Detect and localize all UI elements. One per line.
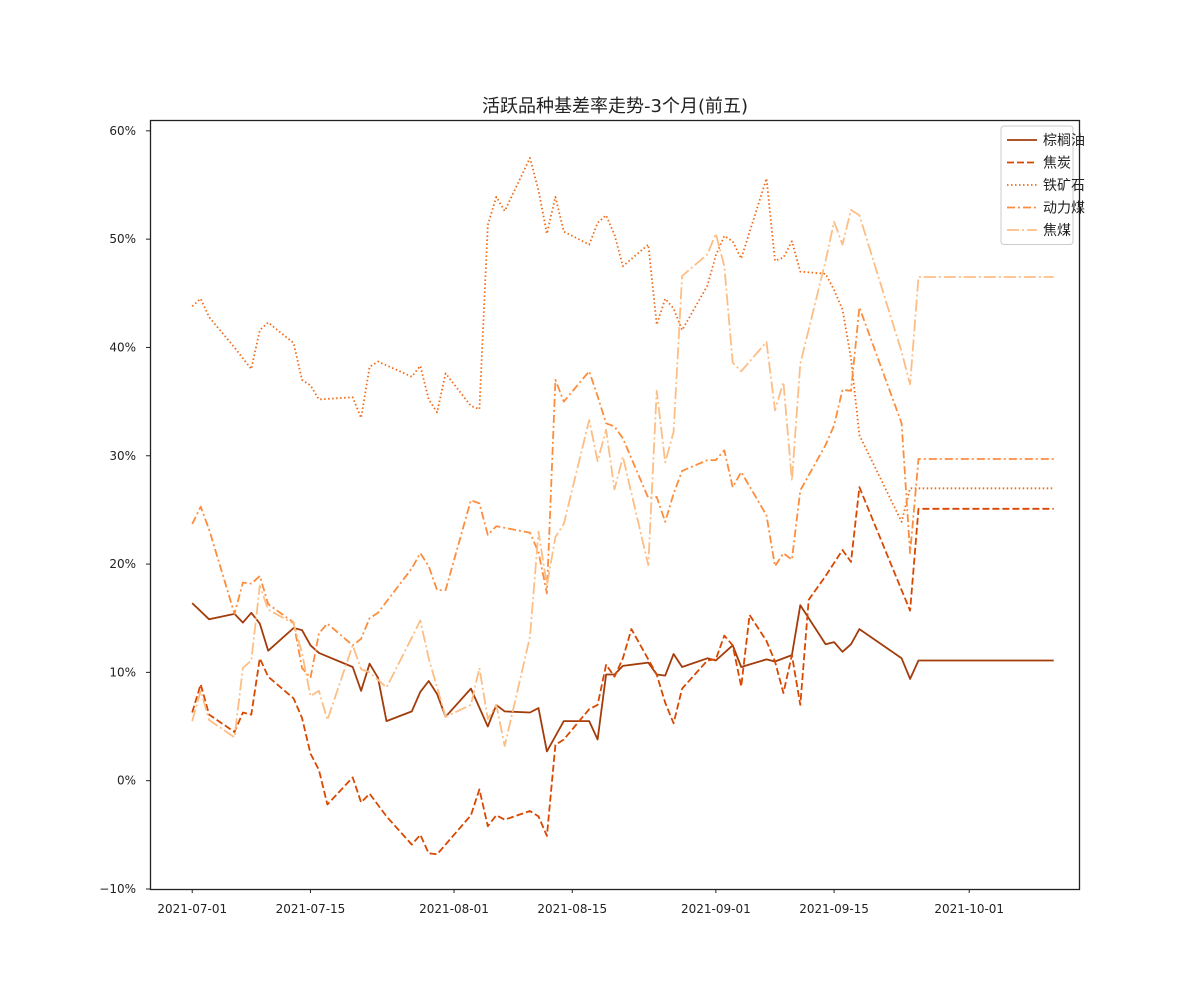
y-axis: −10% 0% 10% 20% 30% 40% 50% 60% (99, 124, 150, 896)
x-tick-label: 2021-08-15 (537, 902, 607, 916)
series-line-4 (191, 306, 1054, 679)
legend-label: 棕榈油 (1043, 133, 1085, 149)
x-tick-label: 2021-08-01 (419, 902, 489, 916)
series-line-5 (191, 209, 1054, 747)
y-tick-label: 20% (109, 557, 136, 571)
y-tick-label: 60% (109, 124, 136, 138)
y-tick-label: 30% (109, 449, 136, 463)
y-tick-label: 40% (109, 340, 136, 354)
series-line-2 (191, 486, 1054, 856)
legend-box (1000, 125, 1074, 245)
series-line-1 (191, 602, 1054, 753)
x-tick-label: 2021-07-01 (157, 902, 227, 916)
chart-title: 活跃品种基差率走势-3个月(前五) (482, 96, 748, 117)
x-axis: 2021-07-01 2021-07-15 2021-08-01 2021-08-15… (157, 889, 1004, 916)
y-tick-label: 0% (117, 774, 136, 788)
legend-label: 焦炭 (1043, 156, 1071, 172)
legend-label: 铁矿石 (1043, 178, 1085, 194)
x-tick-label: 2021-09-15 (799, 902, 869, 916)
y-tick-label: 50% (109, 232, 136, 246)
y-tick-label: −10% (99, 882, 136, 896)
x-tick-label: 2021-07-15 (276, 902, 346, 916)
legend-label: 动力煤 (1043, 201, 1085, 217)
x-tick-label: 2021-09-01 (681, 902, 751, 916)
series-layer (191, 157, 1054, 856)
y-tick-label: 10% (109, 665, 136, 679)
series-line-3 (191, 157, 1054, 523)
plot-frame (149, 119, 1081, 891)
x-tick-label: 2021-10-01 (934, 902, 1004, 916)
legend-label: 焦煤 (1043, 223, 1071, 239)
